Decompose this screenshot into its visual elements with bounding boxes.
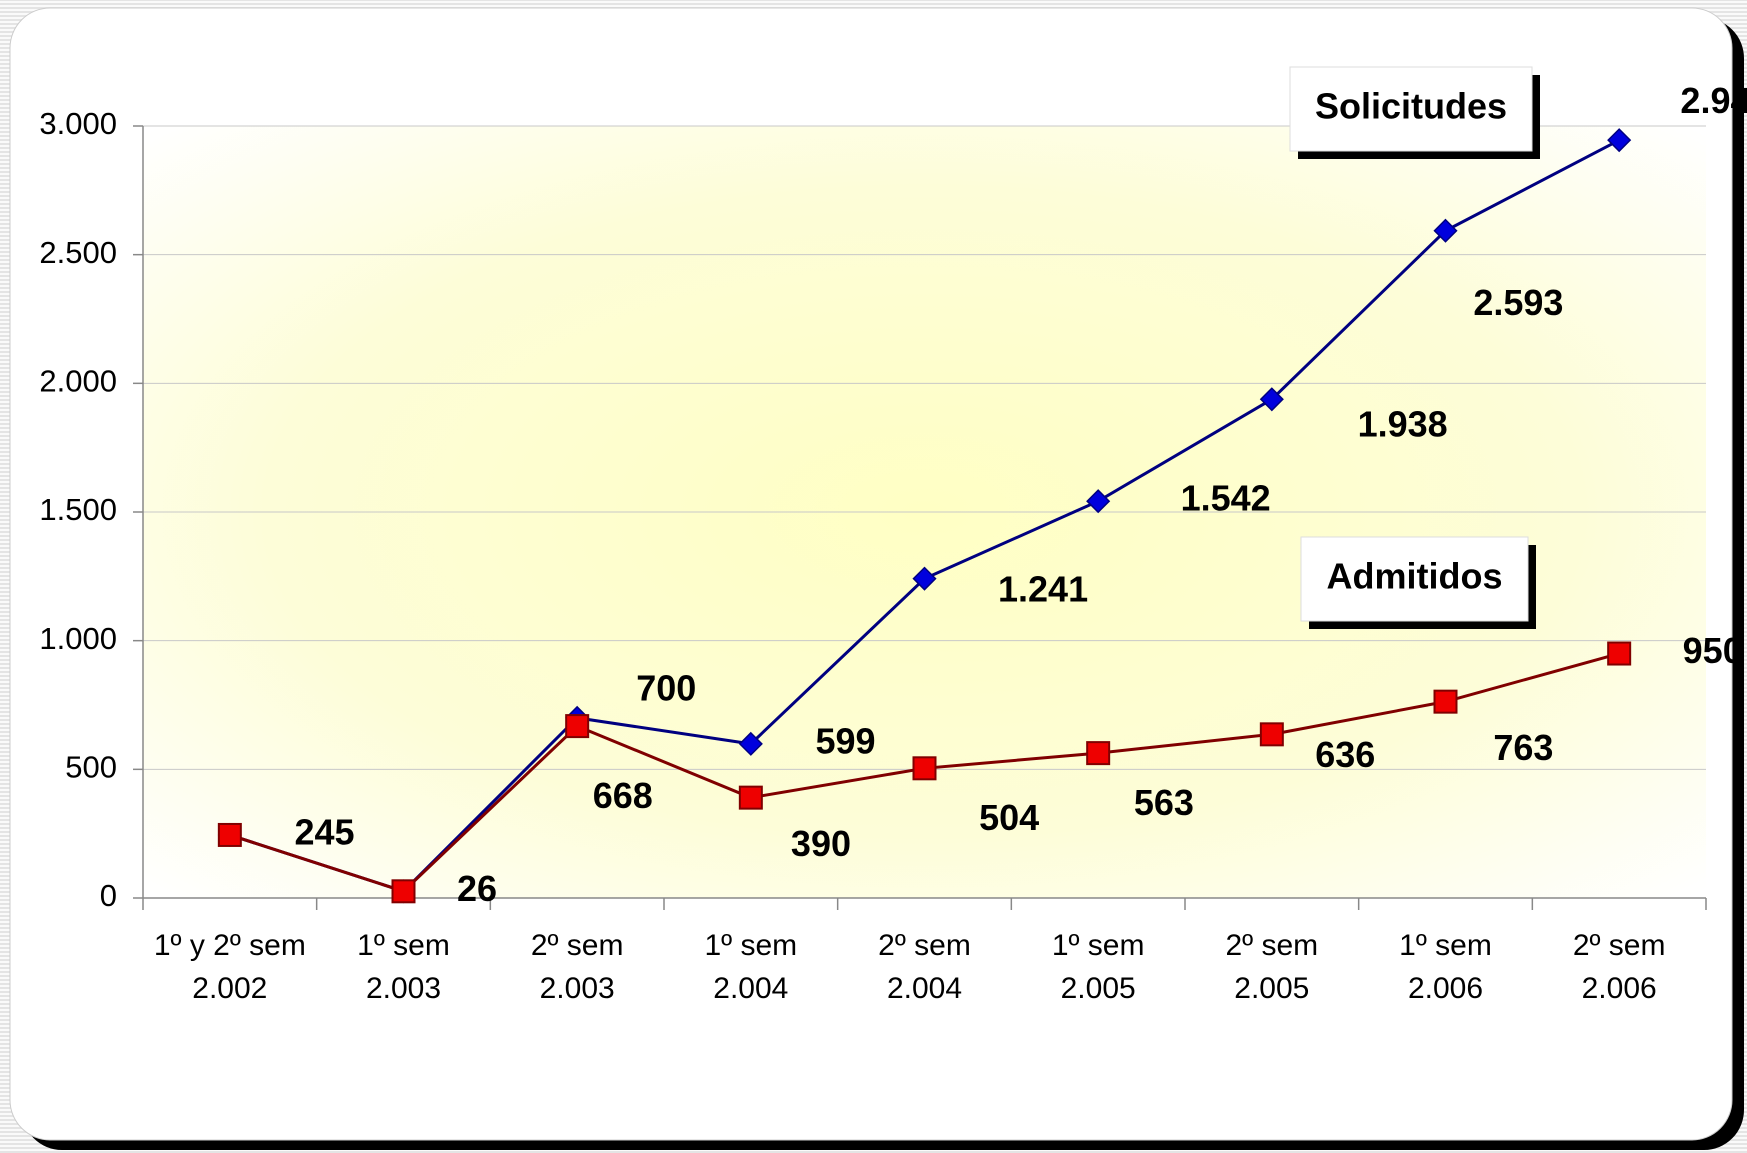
y-tick-label: 1.000: [39, 621, 117, 656]
x-tick-label: 2º sem 2.004: [878, 929, 971, 1005]
y-tick-label: 1.500: [39, 492, 117, 527]
legend-box: [1300, 536, 1529, 622]
x-tick-label: 1º sem 2.004: [704, 929, 798, 1005]
marker: [1433, 218, 1458, 243]
marker: [565, 714, 590, 739]
marker: [912, 756, 937, 781]
marker: [1433, 689, 1458, 714]
data-label: 2.593: [1473, 282, 1563, 323]
x-tick-label: 2º sem 2.003: [530, 929, 624, 1005]
x-tick-label: 1º sem 2.006: [1399, 929, 1492, 1005]
legend-box: [1289, 66, 1533, 152]
data-label: 26: [457, 868, 497, 909]
marker: [217, 822, 242, 847]
marker: [738, 731, 763, 756]
legend-label: Solicitudes: [1315, 86, 1507, 127]
x-tick-label: 1º sem 2.005: [1051, 929, 1145, 1005]
y-tick-label: 500: [65, 750, 117, 785]
data-label: 1.938: [1358, 404, 1448, 445]
data-label: 390: [791, 823, 851, 864]
x-tick-label: 2º sem 2.006: [1572, 929, 1666, 1005]
x-tick-label: 1º y 2º sem 2.002: [153, 929, 306, 1005]
marker: [1607, 128, 1632, 153]
marker: [738, 785, 763, 810]
data-label: 504: [979, 797, 1039, 838]
marker: [1086, 741, 1111, 766]
marker: [1259, 722, 1284, 747]
data-label: 668: [593, 775, 653, 816]
marker: [1607, 641, 1632, 666]
data-label: 700: [636, 668, 696, 709]
data-label: 763: [1493, 727, 1553, 768]
y-tick-label: 0: [100, 878, 117, 913]
x-tick-label: 1º sem 2.003: [357, 929, 450, 1005]
data-label: 245: [294, 811, 354, 852]
y-tick-label: 2.500: [39, 235, 117, 270]
data-label: 2.945: [1680, 80, 1747, 121]
data-label: 1.241: [998, 569, 1088, 610]
legend-label: Admitidos: [1327, 556, 1503, 597]
data-label: 636: [1315, 734, 1375, 775]
y-tick-label: 3.000: [39, 106, 117, 141]
y-tick-label: 2.000: [39, 364, 117, 399]
data-label: 599: [815, 720, 875, 761]
marker: [912, 566, 937, 591]
data-label: 950: [1683, 630, 1743, 671]
x-tick-label: 2º sem 2.005: [1225, 929, 1319, 1005]
marker: [1259, 387, 1284, 412]
marker: [1086, 489, 1111, 514]
data-label: 1.542: [1181, 478, 1271, 519]
data-label: 563: [1134, 782, 1194, 823]
marker: [391, 879, 416, 904]
